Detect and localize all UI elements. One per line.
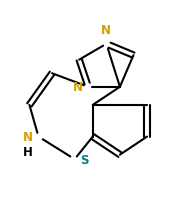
Text: S: S <box>80 153 89 166</box>
Text: N: N <box>73 81 83 94</box>
Text: N: N <box>101 24 111 37</box>
Text: N: N <box>23 130 33 143</box>
Text: H: H <box>23 145 33 158</box>
